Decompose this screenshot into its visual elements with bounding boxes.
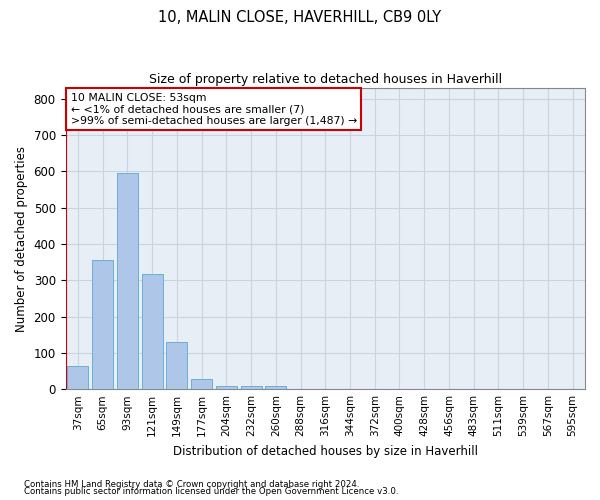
Text: 10 MALIN CLOSE: 53sqm
← <1% of detached houses are smaller (7)
>99% of semi-deta: 10 MALIN CLOSE: 53sqm ← <1% of detached … xyxy=(71,92,357,126)
Bar xyxy=(216,386,237,389)
Title: Size of property relative to detached houses in Haverhill: Size of property relative to detached ho… xyxy=(149,72,502,86)
Bar xyxy=(191,379,212,389)
Bar xyxy=(241,386,262,389)
Bar xyxy=(117,174,138,389)
Y-axis label: Number of detached properties: Number of detached properties xyxy=(15,146,28,332)
Bar xyxy=(142,274,163,389)
X-axis label: Distribution of detached houses by size in Haverhill: Distribution of detached houses by size … xyxy=(173,444,478,458)
Text: Contains HM Land Registry data © Crown copyright and database right 2024.: Contains HM Land Registry data © Crown c… xyxy=(24,480,359,489)
Bar xyxy=(265,386,286,389)
Text: 10, MALIN CLOSE, HAVERHILL, CB9 0LY: 10, MALIN CLOSE, HAVERHILL, CB9 0LY xyxy=(158,10,442,25)
Bar xyxy=(67,366,88,389)
Bar xyxy=(166,342,187,389)
Text: Contains public sector information licensed under the Open Government Licence v3: Contains public sector information licen… xyxy=(24,487,398,496)
Bar xyxy=(92,260,113,389)
